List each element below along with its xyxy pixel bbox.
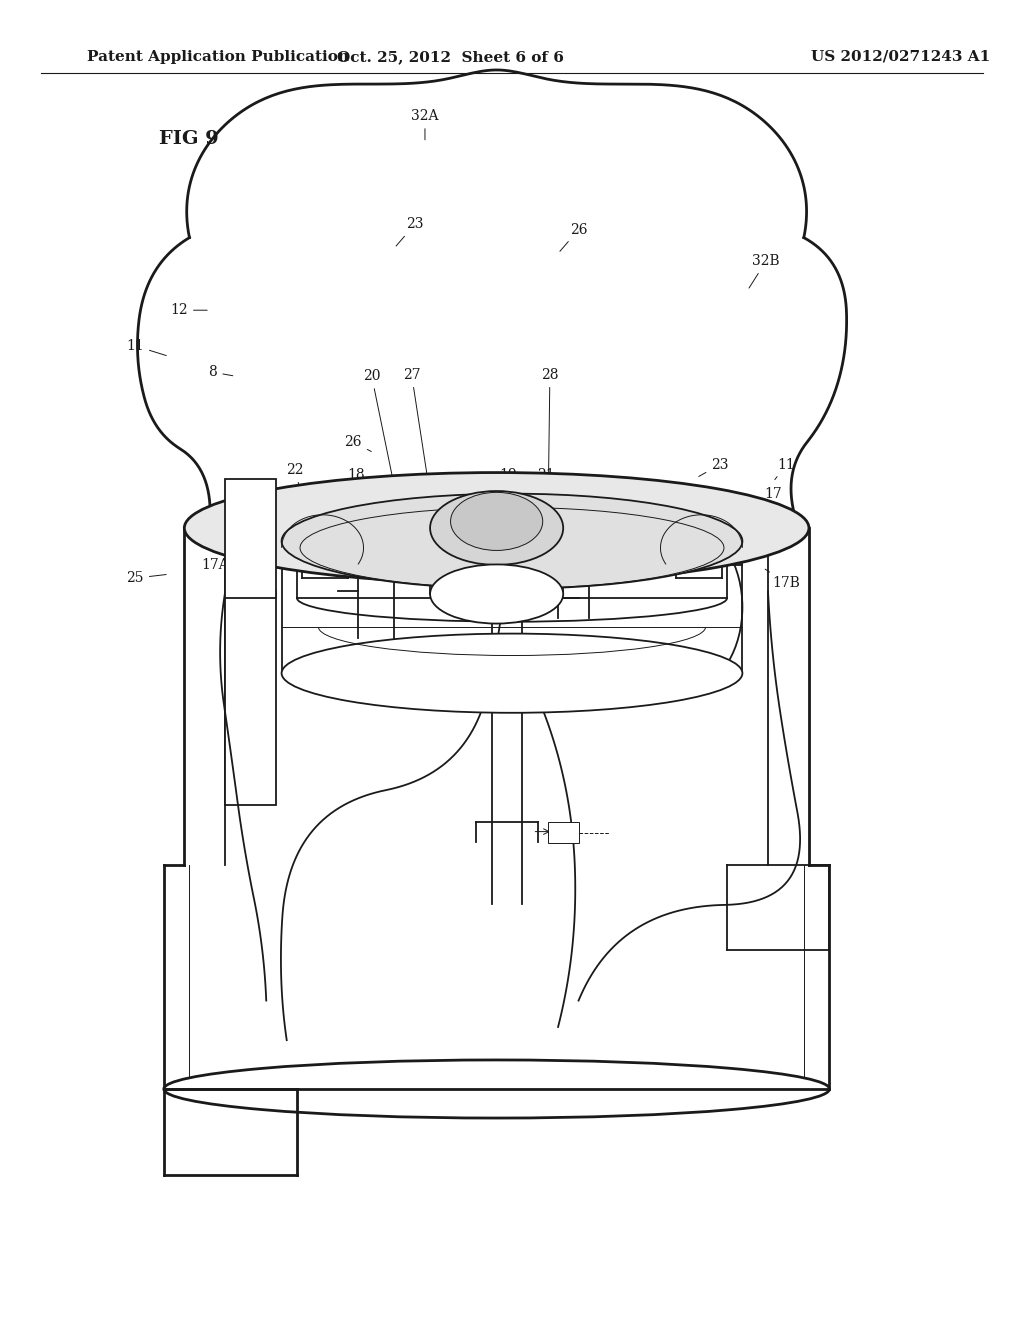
Bar <box>548 822 579 843</box>
Text: 23: 23 <box>396 218 424 246</box>
Text: 19: 19 <box>499 469 517 562</box>
Text: 8: 8 <box>209 366 232 379</box>
Bar <box>225 591 276 805</box>
Ellipse shape <box>282 494 742 589</box>
Ellipse shape <box>430 491 563 565</box>
Text: 11: 11 <box>775 458 796 479</box>
Text: 23: 23 <box>698 458 729 477</box>
Ellipse shape <box>184 473 809 583</box>
Text: 11: 11 <box>126 339 166 355</box>
Text: 20: 20 <box>362 370 409 558</box>
Text: 17A: 17A <box>201 558 241 572</box>
Text: 17: 17 <box>744 487 782 508</box>
Text: 12: 12 <box>170 304 207 317</box>
Text: 28: 28 <box>541 368 559 528</box>
Text: 26: 26 <box>560 223 588 251</box>
Ellipse shape <box>282 634 742 713</box>
Text: 26: 26 <box>344 436 372 451</box>
Text: 27: 27 <box>402 368 434 519</box>
Text: 25: 25 <box>126 572 166 585</box>
Text: 21: 21 <box>537 469 555 562</box>
Ellipse shape <box>451 492 543 550</box>
Text: Patent Application Publication: Patent Application Publication <box>87 50 349 63</box>
Text: FIG 9: FIG 9 <box>159 129 218 148</box>
Text: 18: 18 <box>347 469 376 556</box>
Ellipse shape <box>430 565 563 623</box>
Text: Oct. 25, 2012  Sheet 6 of 6: Oct. 25, 2012 Sheet 6 of 6 <box>337 50 564 63</box>
Text: 17B: 17B <box>765 569 801 590</box>
Text: 22: 22 <box>286 463 319 564</box>
Text: 32A: 32A <box>412 110 438 140</box>
Text: 32B: 32B <box>749 255 779 288</box>
Bar <box>225 479 276 598</box>
Text: US 2012/0271243 A1: US 2012/0271243 A1 <box>811 50 991 63</box>
